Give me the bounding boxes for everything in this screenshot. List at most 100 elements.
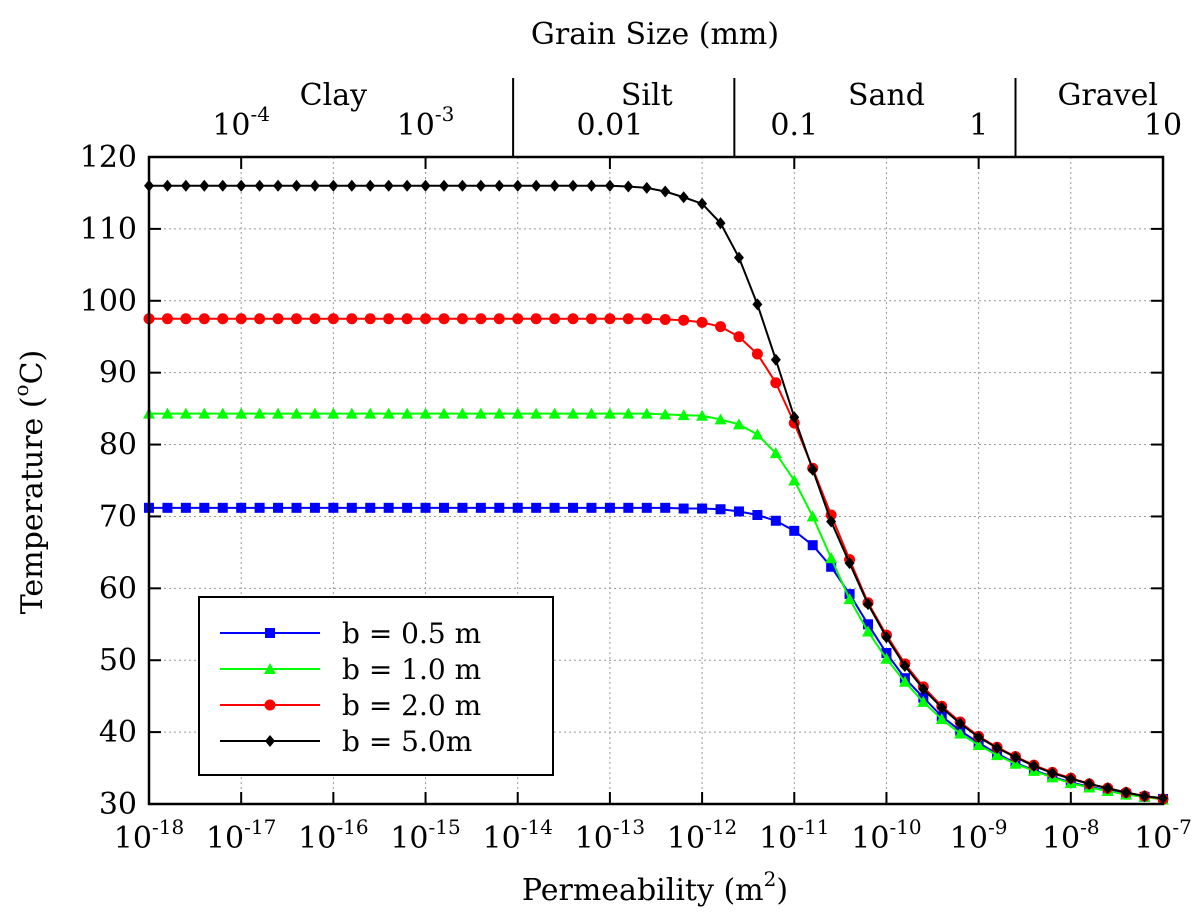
data-point: [715, 504, 726, 515]
legend-label: b = 2.0 m: [342, 689, 481, 722]
data-point: [236, 502, 247, 513]
x-axis-title: Permeability (m2): [522, 867, 788, 908]
data-point: [549, 313, 561, 325]
y-axis-title: Temperature (oC): [9, 350, 50, 615]
data-point: [272, 407, 285, 419]
data-point: [640, 407, 653, 419]
data-point: [677, 409, 690, 421]
data-point: [770, 353, 781, 366]
x-tick-label: 10-18: [114, 815, 184, 856]
data-point: [604, 313, 616, 325]
data-point: [199, 502, 210, 513]
data-point: [402, 502, 413, 513]
data-point: [401, 407, 414, 419]
data-point: [954, 727, 967, 739]
data-point: [365, 179, 376, 192]
data-point: [843, 593, 856, 605]
data-point: [217, 179, 228, 192]
grain-size-tick-label: 1: [969, 108, 988, 143]
data-point: [345, 407, 358, 419]
data-point: [603, 407, 616, 419]
data-point: [844, 557, 855, 570]
data-point: [531, 179, 542, 192]
data-point: [697, 503, 708, 514]
legend-label: b = 1.0 m: [342, 653, 481, 686]
data-point: [826, 515, 837, 528]
grain-size-tick-label: 10-3: [397, 102, 455, 143]
data-point: [161, 407, 174, 419]
soil-class-sand: Sand: [848, 78, 925, 113]
x-tick-label: 10-10: [851, 815, 921, 856]
data-point: [567, 313, 579, 325]
data-point: [733, 251, 744, 264]
data-point: [327, 313, 339, 325]
data-point: [752, 510, 763, 521]
data-point: [420, 179, 431, 192]
data-point: [254, 179, 265, 192]
legend-item: b = 5.0m: [220, 725, 472, 758]
data-point: [272, 313, 284, 325]
data-point: [254, 313, 266, 325]
data-point: [972, 739, 985, 751]
data-point: [1047, 767, 1058, 780]
data-point: [696, 316, 708, 328]
data-point: [346, 502, 357, 513]
legend-item: b = 0.5 m: [220, 617, 481, 650]
data-point: [198, 313, 210, 325]
data-point: [383, 502, 394, 513]
data-point: [769, 447, 782, 459]
legend-box: [198, 596, 554, 776]
x-tick-label: 10-13: [575, 815, 645, 856]
x-tick-label: 10-16: [298, 815, 368, 856]
data-point: [198, 407, 211, 419]
data-point: [807, 540, 818, 551]
data-point: [217, 313, 229, 325]
data-point: [235, 313, 247, 325]
data-point: [419, 407, 432, 419]
data-point: [493, 407, 506, 419]
data-point: [733, 331, 745, 343]
grain-size-tick-label: 10: [1144, 108, 1182, 143]
y-tick-label: 50: [99, 643, 137, 678]
x-tick-label: 10-7: [1134, 815, 1192, 856]
y-tick-label: 80: [99, 428, 137, 463]
data-point: [346, 179, 357, 192]
data-point: [825, 552, 838, 564]
data-point: [420, 313, 432, 325]
data-point: [254, 502, 265, 513]
data-point: [641, 502, 652, 513]
data-point: [898, 675, 911, 687]
x-tick-label: 10-15: [390, 815, 460, 856]
data-point: [273, 179, 284, 192]
data-point: [328, 179, 339, 192]
data-point: [881, 631, 892, 644]
data-point: [290, 313, 302, 325]
data-point: [437, 407, 450, 419]
y-tick-label: 100: [80, 284, 137, 319]
data-point: [567, 407, 580, 419]
data-point: [1139, 790, 1150, 803]
data-point: [402, 179, 413, 192]
data-point: [585, 407, 598, 419]
data-point: [291, 502, 302, 513]
data-point: [623, 502, 634, 513]
data-point: [826, 561, 837, 572]
data-point: [788, 474, 801, 486]
data-point: [678, 191, 689, 204]
data-point: [493, 313, 505, 325]
soil-class-boundaries: [512, 78, 1017, 157]
y-tick-label: 60: [99, 571, 137, 606]
data-point: [1084, 777, 1095, 790]
data-point: [935, 713, 948, 725]
data-point: [863, 619, 874, 630]
data-point: [549, 502, 560, 513]
plot-grid: [149, 157, 1163, 804]
soil-class-gravel: Gravel: [1057, 78, 1158, 113]
y-tick-label: 110: [80, 212, 137, 247]
data-point: [309, 179, 320, 192]
data-point: [807, 463, 818, 476]
legend-marker: [264, 699, 276, 711]
x-tick-label: 10-9: [950, 815, 1008, 856]
data-point: [162, 502, 173, 513]
data-point: [438, 502, 449, 513]
